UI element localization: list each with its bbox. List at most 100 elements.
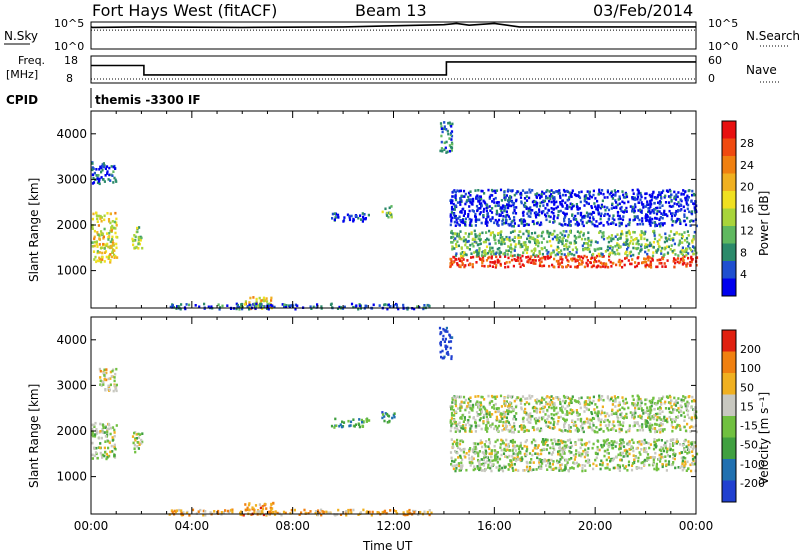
range-cell [557, 416, 560, 419]
range-cell [514, 452, 517, 456]
range-cell [613, 251, 616, 254]
range-cell [459, 252, 462, 255]
range-cell [682, 205, 685, 209]
range-cell [443, 340, 446, 343]
range-cell [575, 248, 579, 251]
range-cell [511, 449, 514, 452]
range-cell [586, 190, 589, 193]
range-cell [653, 202, 656, 205]
range-cell [588, 216, 592, 219]
range-cell [622, 215, 625, 218]
range-cell [473, 229, 476, 233]
range-cell [456, 240, 459, 243]
range-cell [571, 395, 574, 398]
range-cell [671, 426, 674, 429]
range-cell [487, 265, 490, 268]
range-cell [103, 260, 106, 263]
range-cell [459, 447, 462, 451]
range-cell [491, 400, 494, 403]
range-cell [680, 398, 683, 402]
range-cell [352, 218, 355, 222]
range-cell [639, 198, 642, 201]
range-cell [588, 422, 592, 425]
x-tick-label: 16:00 [477, 519, 512, 533]
range-cell [572, 257, 575, 261]
range-cell [609, 246, 612, 250]
range-cell [438, 326, 442, 330]
range-cell [588, 247, 591, 251]
range-cell [685, 469, 688, 472]
range-cell [644, 216, 647, 220]
range-cell [558, 466, 561, 470]
range-cell [506, 419, 509, 423]
range-cell [558, 469, 561, 472]
range-cell [516, 190, 519, 193]
range-cell [352, 306, 355, 309]
range-cell [99, 442, 102, 445]
range-cell [687, 467, 690, 471]
range-cell [656, 439, 659, 442]
range-cell [459, 395, 462, 399]
range-cell [471, 265, 474, 269]
range-cell [450, 236, 453, 239]
range-cell [101, 168, 104, 172]
range-cell [617, 466, 620, 470]
range-cell [546, 231, 549, 235]
range-cell [255, 300, 258, 304]
range-cell [550, 200, 553, 204]
range-cell [450, 417, 453, 420]
range-cell [494, 451, 497, 454]
range-cell [627, 460, 631, 464]
range-cell [111, 224, 114, 228]
range-cell [676, 409, 679, 412]
range-cell [362, 215, 365, 219]
range-cell [621, 438, 624, 442]
range-cell [660, 403, 663, 406]
radar-title: Fort Hays West (fitACF) [92, 1, 277, 20]
range-cell [133, 234, 136, 237]
range-cell [623, 407, 626, 411]
range-cell [687, 409, 690, 413]
range-cell [359, 511, 362, 514]
range-cell [515, 259, 519, 262]
range-cell [478, 424, 481, 428]
range-cell [659, 224, 662, 228]
range-cell [552, 217, 555, 220]
range-cell [556, 233, 559, 237]
range-cell [469, 221, 472, 224]
range-cell [616, 203, 619, 207]
range-cell [652, 397, 655, 400]
range-cell [505, 249, 508, 252]
nsearch-tick-top: 10^5 [708, 17, 738, 30]
range-cell [684, 190, 687, 193]
range-cell [139, 239, 142, 242]
range-cell [633, 218, 636, 221]
range-cell [133, 246, 136, 250]
range-cell [641, 423, 644, 426]
range-cell [534, 439, 537, 443]
range-cell [384, 207, 387, 211]
range-cell [555, 248, 558, 252]
range-cell [588, 460, 591, 464]
range-cell [494, 196, 497, 200]
range-cell [98, 243, 101, 246]
range-cell [536, 213, 539, 216]
range-cell [610, 428, 613, 431]
range-cell [649, 443, 652, 446]
range-cell [102, 383, 105, 386]
range-cell [529, 215, 532, 218]
range-cell [115, 242, 118, 246]
range-cell [445, 128, 448, 131]
range-cell [527, 255, 530, 259]
range-cell [489, 246, 492, 250]
range-cell [450, 220, 453, 223]
range-cell [91, 241, 94, 244]
range-cell [509, 231, 513, 234]
range-cell [585, 247, 588, 250]
range-cell [677, 243, 680, 247]
range-cell [545, 448, 548, 451]
range-cell [538, 416, 541, 420]
range-cell [460, 260, 463, 263]
range-cell [449, 419, 452, 422]
